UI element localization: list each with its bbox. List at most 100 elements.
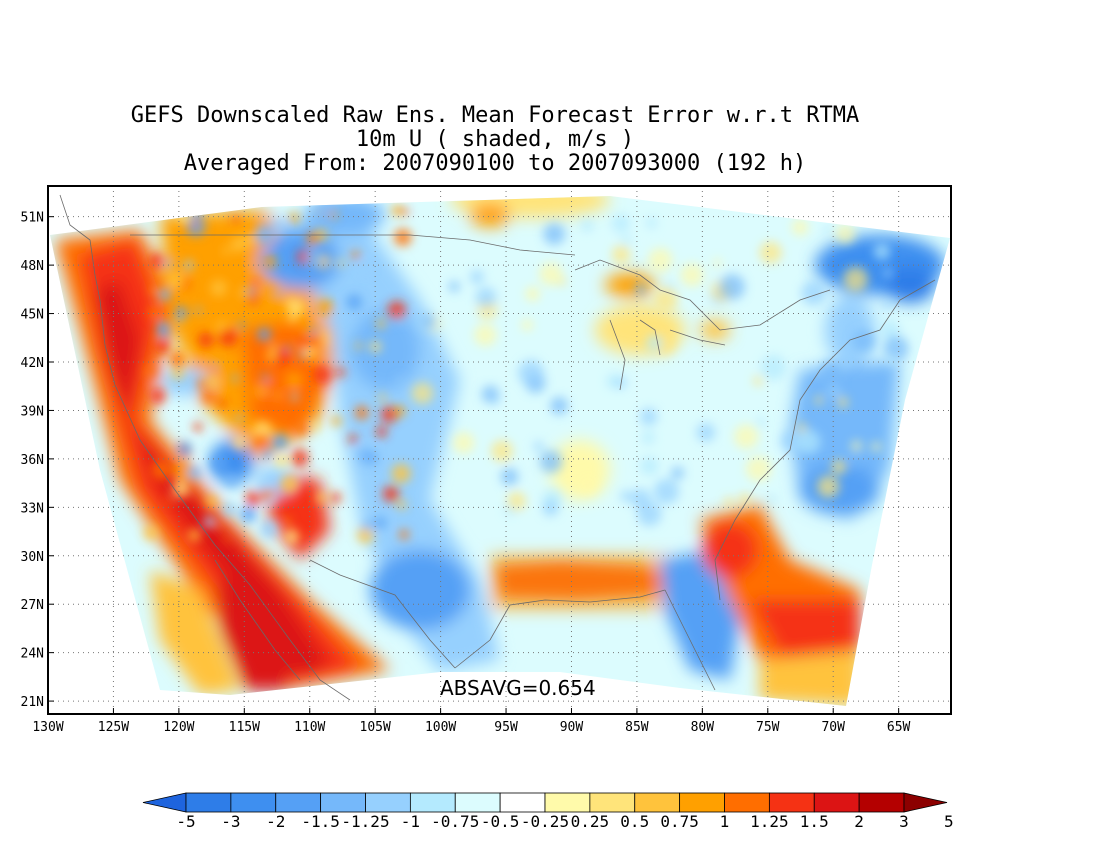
field-speckle	[193, 422, 203, 432]
field-speckle	[329, 210, 338, 219]
field-speckle	[257, 327, 272, 342]
field-speckle	[329, 492, 341, 504]
field-speckle	[307, 239, 315, 247]
lon-tick-label: 125W	[98, 720, 129, 735]
field-speckle	[645, 217, 657, 229]
field-speckle	[316, 299, 334, 317]
field-speckle	[143, 525, 159, 541]
field-speckle	[271, 343, 278, 350]
lon-tick-label: 75W	[756, 720, 780, 735]
colorbar-box	[858, 792, 905, 813]
field-speckle	[305, 248, 324, 268]
field-speckle	[171, 367, 184, 380]
chart-title-line-2: 10m U ( shaded, m/s )	[355, 127, 635, 152]
field-speckle	[216, 522, 223, 529]
field-speckle	[360, 263, 372, 275]
field-speckle	[814, 395, 824, 405]
field-speckle	[500, 467, 519, 486]
field-speckle	[312, 365, 332, 384]
field-speckle	[376, 426, 388, 438]
field-speckle	[448, 281, 460, 292]
chart-title-line-1: GEFS Downscaled Raw Ens. Mean Forecast E…	[130, 103, 860, 128]
colorbar-box	[724, 792, 770, 813]
field-speckle	[873, 243, 891, 260]
field-speckle	[533, 441, 544, 452]
field-speckle	[883, 335, 909, 361]
field-speckle	[399, 529, 409, 540]
lon-tick-label: 105W	[360, 720, 391, 735]
colorbar-label: 5	[944, 812, 954, 831]
field-speckle	[851, 440, 862, 452]
field-speckle	[354, 405, 369, 420]
field-speckle	[374, 517, 387, 529]
field-speckle	[734, 424, 759, 449]
field-speckle	[149, 388, 166, 404]
field-speckle	[211, 453, 230, 473]
colorbar-label: -3	[221, 812, 240, 831]
field-speckle	[879, 319, 901, 341]
field-speckle	[280, 475, 299, 494]
field-speckle	[396, 376, 403, 384]
field-speckle	[238, 288, 249, 298]
field-speckle	[175, 306, 188, 319]
field-speckle	[791, 219, 809, 236]
field-speckle	[780, 430, 801, 452]
field-speckle	[391, 205, 403, 216]
field-speckle	[621, 235, 632, 246]
colorbar: -5 -3 -2 -1.5 -1.25 -1 -0.75 -0.5 -0.25 0.25 0.5 0.…	[142, 792, 954, 831]
lat-tick-label: 36N	[21, 453, 44, 468]
field-speckle	[177, 441, 192, 457]
absavg-annotation: ABSAVG=0.654	[440, 676, 596, 700]
colorbar-label: -1	[401, 812, 420, 831]
colorbar-box	[813, 792, 860, 813]
lon-tick-label: 80W	[691, 720, 715, 735]
field-speckle	[266, 349, 278, 362]
field-speckle	[525, 286, 540, 302]
field-speckle	[237, 321, 245, 330]
field-speckle	[259, 519, 279, 539]
field-speckle	[550, 396, 569, 415]
colorbar-label: 0.75	[660, 812, 699, 831]
field-speckle	[646, 334, 663, 352]
field-speckle	[290, 448, 309, 468]
field-speckle	[620, 490, 632, 502]
lat-tick-label: 33N	[21, 501, 44, 516]
lat-tick-label: 27N	[21, 598, 44, 613]
field-speckle	[216, 321, 228, 332]
field-speckle	[801, 280, 827, 306]
field-speckle	[167, 253, 176, 262]
field-speckle	[225, 473, 238, 486]
field-speckle	[222, 502, 237, 517]
field-speckle	[335, 312, 342, 319]
field-speckle	[843, 266, 869, 292]
field-speckle	[756, 417, 766, 427]
field-speckle	[837, 397, 849, 408]
field-speckle	[253, 432, 270, 450]
colorbar-box	[679, 792, 725, 813]
field-speckle	[640, 456, 659, 476]
field-speckle	[157, 320, 169, 332]
longitude-axis: 130W 125W 120W 115W 110W 105W 100W 95W 90W 85W 80W…	[32, 708, 911, 735]
field-speckle	[166, 271, 184, 289]
field-speckle	[745, 456, 772, 482]
chart-title-line-3: Averaged From: 2007090100 to 2007093000 …	[183, 151, 807, 176]
field-speckle	[653, 286, 678, 311]
field-speckle	[671, 466, 684, 480]
field-speckle	[882, 268, 893, 279]
field-speckle	[173, 462, 192, 482]
field-speckle	[852, 329, 876, 353]
field-speckle	[489, 394, 500, 405]
field-speckle	[232, 215, 240, 223]
field-speckle	[283, 517, 291, 525]
field-speckle	[760, 355, 787, 381]
graticule-grid	[48, 186, 951, 714]
field-speckle	[260, 489, 274, 502]
colorbar-label: 1.25	[750, 812, 789, 831]
colorbar-box	[230, 792, 277, 813]
field-speckle	[394, 228, 412, 247]
field-speckle	[176, 205, 193, 223]
lat-tick-label: 42N	[21, 356, 44, 371]
field-speckle	[217, 399, 226, 408]
colorbar-box	[409, 792, 456, 813]
field-speckle	[648, 248, 673, 273]
